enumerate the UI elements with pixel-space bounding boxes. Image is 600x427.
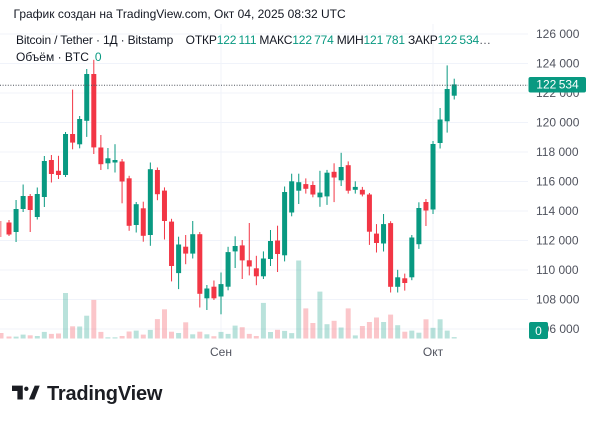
svg-text:График создан на TradingView.c: График создан на TradingView.com, Окт 04…	[14, 7, 347, 21]
svg-text:120 000: 120 000	[536, 116, 580, 130]
svg-text:118 000: 118 000	[536, 145, 579, 159]
svg-text:112 000: 112 000	[536, 234, 579, 248]
svg-text:114 000: 114 000	[536, 204, 579, 218]
svg-text:126 000: 126 000	[536, 27, 580, 41]
svg-text:Bitcoin / Tether · 1Д · Bitsta: Bitcoin / Tether · 1Д · Bitstamp ОТКР122 …	[16, 33, 491, 47]
svg-text:Окт: Окт	[423, 345, 444, 359]
svg-text:108 000: 108 000	[536, 293, 580, 307]
svg-text:122 534: 122 534	[536, 78, 579, 92]
svg-text:TradingView: TradingView	[47, 383, 163, 405]
svg-text:110 000: 110 000	[536, 263, 579, 277]
svg-text:124 000: 124 000	[536, 57, 580, 71]
svg-text:116 000: 116 000	[536, 175, 579, 189]
svg-text:0: 0	[535, 324, 542, 338]
svg-text:Сен: Сен	[210, 345, 232, 359]
